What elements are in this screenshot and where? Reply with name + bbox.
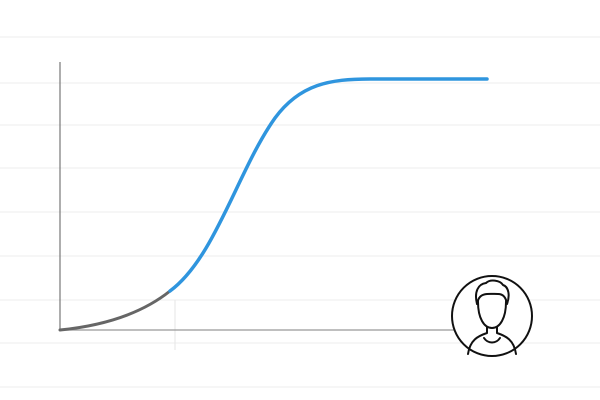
curve [168,77,489,293]
background-lines [0,36,600,388]
curve-start [58,289,172,332]
icon-shoulders [467,325,517,355]
icon-hair [475,279,510,305]
person-icon [451,275,533,357]
icon-collar [483,337,501,344]
